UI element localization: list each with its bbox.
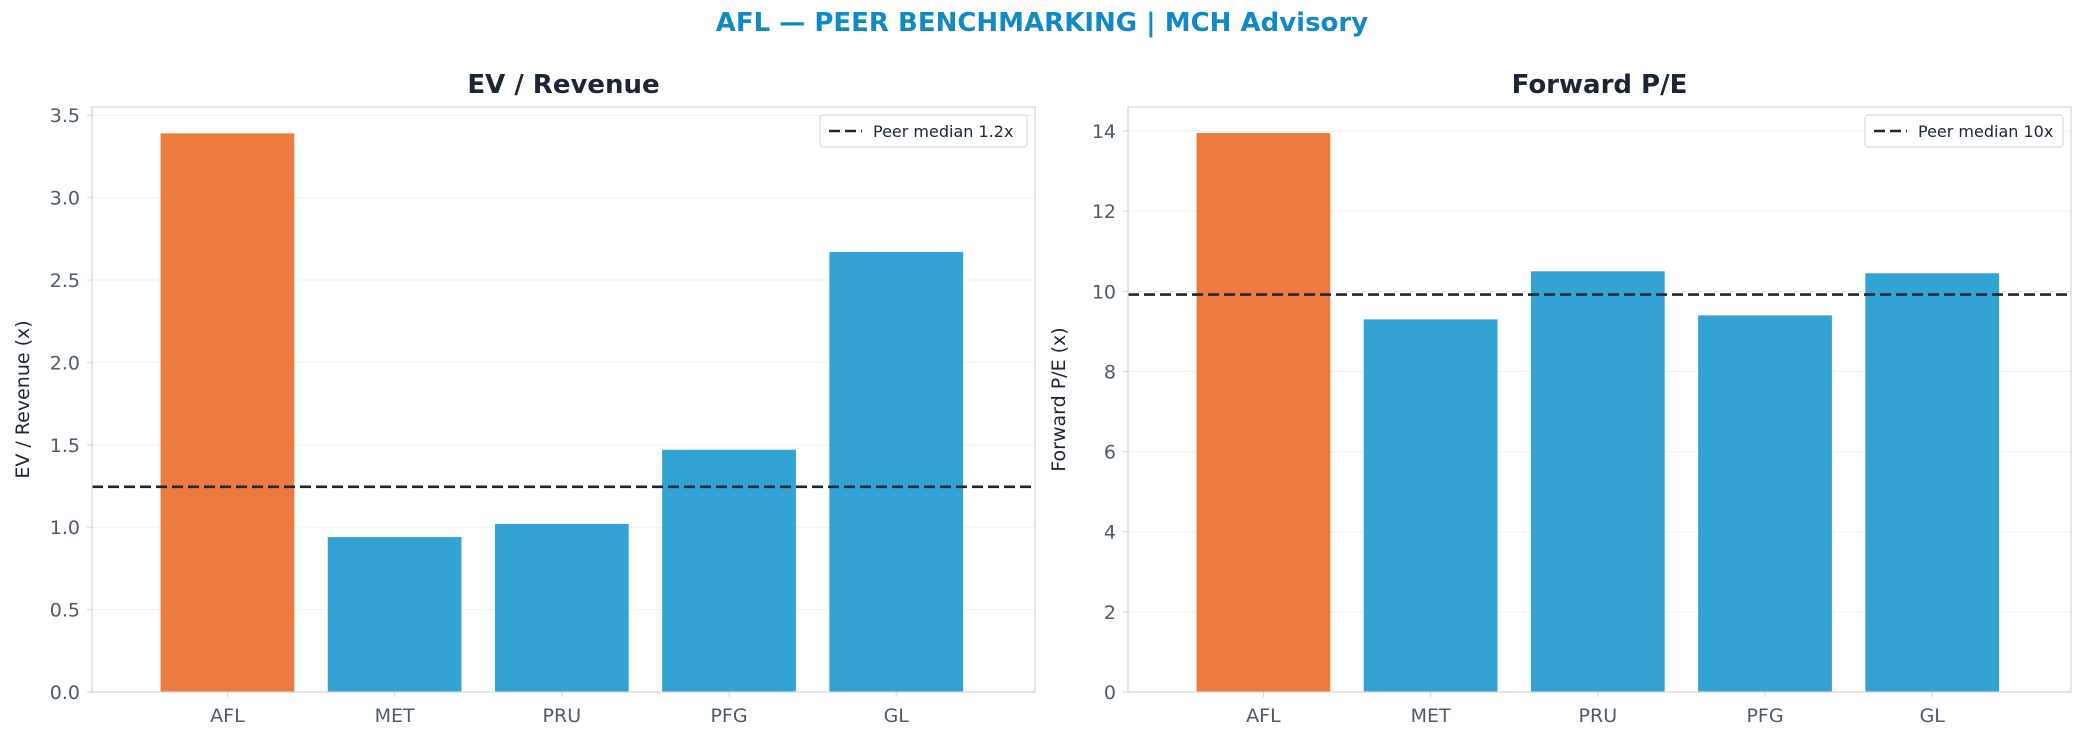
bar-pfg	[662, 449, 796, 692]
y-tick-label: 0.0	[50, 682, 80, 704]
y-tick-label: 2.5	[50, 270, 80, 292]
legend-label: Peer median 10x	[1918, 122, 2053, 141]
x-tick-label: PFG	[710, 705, 747, 727]
bar-met	[327, 537, 462, 692]
x-tick-label: PFG	[1746, 705, 1783, 727]
x-tick-label: AFL	[210, 705, 245, 727]
bar-gl	[1865, 273, 2000, 692]
chart-panel-2: AFL MET PRU PFG GL 0 2 4 6 8 10 12 14 Forward P/E Forw…	[1048, 70, 2072, 727]
chart-title: Forward P/E	[1512, 70, 1688, 100]
y-axis-label: Forward P/E (x)	[1048, 327, 1070, 471]
x-tick-label: PRU	[1579, 705, 1618, 727]
bar-pru	[1530, 271, 1665, 692]
legend-box	[819, 114, 1028, 148]
bar-afl	[1196, 133, 1331, 692]
y-tick-label: 2	[1104, 602, 1116, 624]
axes-frame	[91, 106, 1036, 693]
y-tick-label: 14	[1092, 121, 1116, 143]
x-tick-label: MET	[375, 705, 415, 727]
y-tick-label: 8	[1104, 361, 1116, 383]
legend-box	[1864, 114, 2064, 148]
x-tick-label: AFL	[1246, 705, 1281, 727]
x-tick-label: GL	[1920, 705, 1946, 727]
bar-gl	[829, 252, 964, 692]
x-tick-label: GL	[884, 705, 910, 727]
y-tick-label: 0	[1104, 682, 1116, 704]
x-tick-label: PRU	[543, 705, 582, 727]
figure-title: AFL — PEER BENCHMARKING | MCH Advisory	[715, 8, 1369, 38]
bar-met	[1363, 319, 1498, 692]
bar-pfg	[1698, 315, 1832, 692]
x-tick-label: MET	[1411, 705, 1451, 727]
y-tick-label: 10	[1092, 281, 1116, 303]
y-tick-label: 0.5	[50, 600, 80, 622]
y-tick-label: 3.0	[50, 188, 80, 210]
bar-pru	[494, 523, 629, 692]
y-tick-label: 6	[1104, 442, 1116, 464]
legend-label: Peer median 1.2x	[873, 122, 1013, 141]
axes-frame	[1127, 106, 2072, 693]
y-tick-label: 3.5	[50, 105, 80, 127]
y-tick-label: 2.0	[50, 352, 80, 374]
y-tick-label: 4	[1104, 522, 1116, 544]
y-axis-label: EV / Revenue (x)	[12, 320, 34, 478]
chart-title: EV / Revenue	[467, 70, 659, 100]
y-tick-label: 1.5	[50, 435, 80, 457]
y-tick-label: 12	[1092, 201, 1116, 223]
chart-panel-1: AFL MET PRU PFG GL 0.0 0.5 1.0 1.5 2.0 2.5 3.0 3.5 EV…	[12, 70, 1036, 727]
bar-afl	[160, 133, 295, 692]
y-tick-label: 1.0	[50, 517, 80, 539]
